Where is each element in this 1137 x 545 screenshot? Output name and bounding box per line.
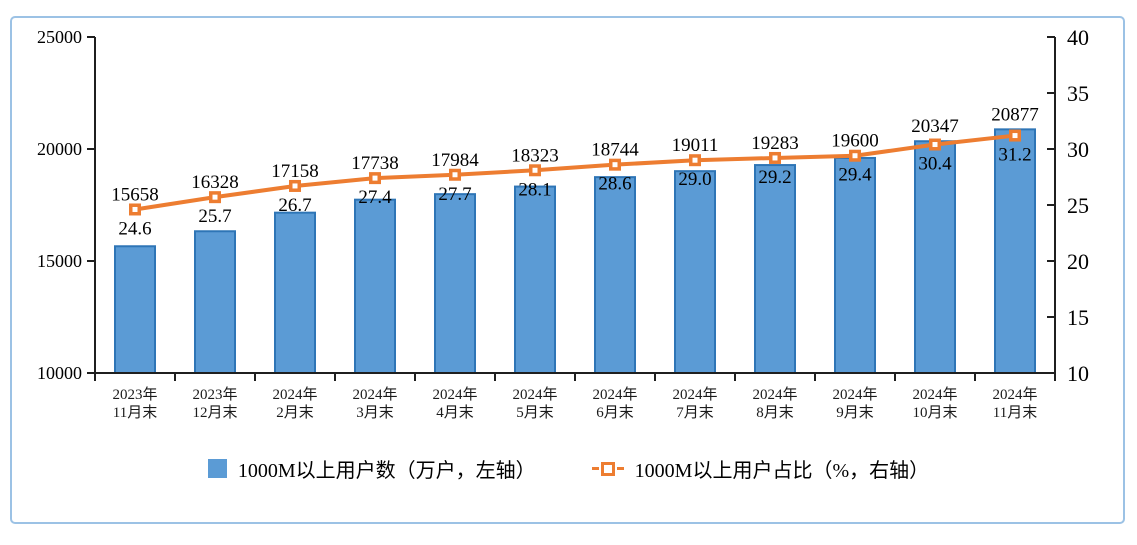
pct-value-label: 29.0 xyxy=(678,169,711,190)
bar-value-label: 15658 xyxy=(111,184,159,205)
x-axis-label: 2024年 7月末 xyxy=(672,386,717,421)
pct-value-label: 30.4 xyxy=(918,154,952,175)
line-series xyxy=(134,133,1016,212)
line-series-swatch-icon xyxy=(591,461,624,476)
line-marker-center xyxy=(932,142,938,148)
x-axis-label: 2024年 11月末 xyxy=(992,386,1037,421)
x-axis-label: 2023年 11月末 xyxy=(112,386,157,421)
x-axis-label: 2024年 4月末 xyxy=(432,386,477,421)
left-axis-tick-label: 10000 xyxy=(37,363,82,383)
pct-value-label: 29.4 xyxy=(838,165,872,186)
left-axis-tick-label: 15000 xyxy=(37,251,82,271)
pct-value-label: 29.2 xyxy=(758,167,791,188)
bar-value-label: 18744 xyxy=(591,140,639,161)
pct-value-label: 28.1 xyxy=(518,179,551,200)
bar-value-label: 19011 xyxy=(672,135,719,156)
line-marker-center xyxy=(692,157,698,163)
bar xyxy=(354,198,396,374)
x-axis-label: 2024年 5月末 xyxy=(512,386,557,421)
x-axis-label: 2024年 3月末 xyxy=(352,386,397,421)
right-axis-tick-label: 30 xyxy=(1067,137,1089,162)
left-axis-tick-label: 20000 xyxy=(37,139,82,159)
bar xyxy=(754,164,796,374)
line-marker-center xyxy=(852,153,858,159)
bar xyxy=(514,185,556,374)
bar-value-label: 20877 xyxy=(991,104,1039,125)
bar xyxy=(914,140,956,374)
pct-value-label: 27.4 xyxy=(358,187,392,208)
bar-value-label: 17738 xyxy=(351,153,399,174)
right-axis-tick-label: 20 xyxy=(1067,249,1089,274)
x-axis-label: 2024年 2月末 xyxy=(272,386,317,421)
bar xyxy=(594,176,636,374)
line-marker-center xyxy=(372,175,378,181)
x-axis-label: 2023年 12月末 xyxy=(192,386,237,421)
pct-value-label: 26.7 xyxy=(278,195,311,216)
left-axis-tick-label: 25000 xyxy=(37,27,82,47)
bar xyxy=(674,170,716,374)
x-axis-label: 2024年 6月末 xyxy=(592,386,637,421)
bar-value-label: 16328 xyxy=(191,172,239,193)
x-axis-label: 2024年 9月末 xyxy=(832,386,877,421)
legend-item-line-series: 1000M以上用户占比（%，右轴） xyxy=(591,454,930,483)
bar-value-label: 19600 xyxy=(831,131,879,152)
bar-value-label: 18323 xyxy=(511,145,559,166)
bar xyxy=(994,128,1036,374)
line-marker-center xyxy=(452,172,458,178)
bar-value-label: 17158 xyxy=(271,161,319,182)
line-marker-center xyxy=(1012,133,1018,139)
line-marker-center xyxy=(772,155,778,161)
right-axis-tick-label: 25 xyxy=(1067,193,1089,218)
line-marker-center xyxy=(292,183,298,189)
right-axis-tick-label: 10 xyxy=(1067,361,1089,386)
x-axis-label: 2024年 10月末 xyxy=(912,386,957,421)
line-marker-center xyxy=(212,194,218,200)
legend-label-bar-series: 1000M以上用户数（万户，左轴） xyxy=(237,460,536,482)
pct-value-label: 24.6 xyxy=(118,218,151,239)
line-marker-center xyxy=(612,162,618,168)
bar xyxy=(274,211,316,374)
pct-value-label: 28.6 xyxy=(598,174,631,195)
bar xyxy=(114,245,156,374)
right-axis-tick-label: 35 xyxy=(1067,81,1089,106)
bar xyxy=(434,193,476,374)
chart-legend: 1000M以上用户数（万户，左轴） 1000M以上用户占比（%，右轴） xyxy=(0,454,1137,483)
line-marker-center xyxy=(132,206,138,212)
bar-value-label: 19283 xyxy=(751,133,799,154)
bar xyxy=(834,156,876,374)
line-marker-center xyxy=(532,167,538,173)
right-axis-tick-label: 40 xyxy=(1067,25,1089,50)
x-axis-label: 2024年 8月末 xyxy=(752,386,797,421)
legend-label-line-series: 1000M以上用户占比（%，右轴） xyxy=(634,460,930,482)
pct-value-label: 25.7 xyxy=(198,206,231,227)
bar xyxy=(194,230,236,374)
legend-item-bar-series: 1000M以上用户数（万户，左轴） xyxy=(207,454,536,483)
right-axis-tick-label: 15 xyxy=(1067,305,1089,330)
bar-series-swatch-icon xyxy=(207,459,227,478)
bar-value-label: 20347 xyxy=(911,116,959,137)
pct-value-label: 27.7 xyxy=(438,184,471,205)
bar-value-label: 17984 xyxy=(431,150,479,171)
pct-value-label: 31.2 xyxy=(998,145,1031,166)
